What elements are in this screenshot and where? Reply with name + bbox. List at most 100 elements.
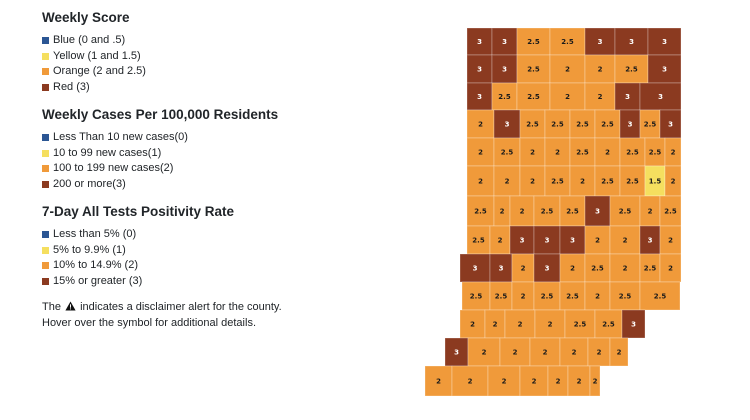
county-shape[interactable] (559, 253, 586, 283)
county-score-label: 2 (580, 178, 585, 186)
county-shape[interactable] (487, 365, 521, 397)
county-score-label: 2.5 (625, 66, 638, 74)
county-score-label: 2.5 (501, 149, 514, 157)
county-score-label: 3 (595, 208, 600, 216)
county-shape[interactable] (509, 225, 535, 255)
county-score-label: 2 (668, 237, 673, 245)
legend-section-weekly-cases: Weekly Cases Per 100,000 Residents Less … (42, 107, 342, 192)
county-shape[interactable] (466, 165, 495, 197)
county-shape[interactable] (594, 165, 621, 197)
warning-triangle-icon (65, 301, 76, 311)
legend-swatch (42, 180, 49, 188)
county-shape[interactable] (639, 281, 681, 311)
county-shape[interactable] (544, 165, 571, 197)
county-shape[interactable] (609, 337, 629, 367)
county-shape[interactable] (614, 82, 641, 111)
county-score-label: 2.5 (601, 121, 614, 129)
county-shape[interactable] (533, 195, 561, 227)
county-score-label: 2.5 (576, 121, 589, 129)
county-shape[interactable] (491, 82, 518, 111)
county-shape[interactable] (564, 309, 596, 339)
county-shape[interactable] (647, 27, 682, 56)
county-shape[interactable] (549, 82, 586, 111)
legend-title-positivity: 7-Day All Tests Positivity Rate (42, 204, 235, 219)
legend-swatch (42, 37, 49, 45)
county-score-label: 2 (617, 349, 622, 357)
county-score-label: 3 (668, 121, 673, 129)
county-shape[interactable] (569, 109, 596, 139)
legend-label: Less than 5% (0) (53, 228, 137, 240)
county-score-label: 2 (598, 93, 603, 101)
county-shape[interactable] (621, 309, 646, 339)
county-score-label: 2 (468, 378, 473, 386)
county-score-label: 2 (500, 208, 505, 216)
county-shape[interactable] (466, 195, 495, 227)
county-shape[interactable] (459, 309, 486, 339)
county-label-layer: 3 3 2.5 2.5 3 3 3 3 3 2.5 2 2 2.5 3 3 2.5 2.5 2 2 3 3 2 3 2.5 2.… (436, 38, 677, 386)
county-score-label: 2.5 (576, 149, 589, 157)
county-score-label: 2 (668, 265, 673, 273)
county-shape[interactable] (584, 82, 616, 111)
county-shape[interactable] (424, 365, 453, 397)
county-shape[interactable] (584, 195, 611, 227)
county-shape[interactable] (516, 27, 551, 56)
county-score-label: 2 (530, 149, 535, 157)
county-shape[interactable] (533, 253, 561, 283)
legend-item: 10% to 14.9% (2) (42, 258, 342, 274)
legend-label: Less Than 10 new cases(0) (53, 131, 188, 143)
county-shape[interactable] (491, 27, 518, 56)
county-shape[interactable] (519, 109, 546, 139)
county-shape[interactable] (466, 27, 493, 56)
county-shape[interactable] (584, 27, 616, 56)
county-shape[interactable] (466, 109, 495, 139)
county-shape[interactable] (569, 165, 596, 197)
county-score-label: 2.5 (626, 178, 639, 186)
county-score-label: 2 (565, 93, 570, 101)
county-shape[interactable] (584, 225, 611, 255)
county-shape[interactable] (614, 27, 649, 56)
county-score-label: 2.5 (541, 208, 554, 216)
legend-swatch (42, 149, 49, 157)
county-score-label: 2 (493, 321, 498, 329)
county-shape[interactable] (493, 137, 521, 167)
legend-label: 5% to 9.9% (1) (53, 243, 126, 256)
county-shape[interactable] (461, 281, 491, 311)
county-score-label: 3 (473, 265, 478, 273)
legend-label: 15% or greater (3) (53, 274, 143, 287)
county-shape[interactable] (584, 281, 611, 311)
county-shape[interactable] (639, 82, 682, 111)
county-shape[interactable] (519, 137, 546, 167)
county-shape[interactable] (544, 137, 571, 167)
county-score-label: 3 (477, 66, 482, 74)
county-shape[interactable] (594, 309, 623, 339)
county-shape[interactable] (619, 137, 646, 167)
legend-item: Less than 5% (0) (42, 227, 342, 243)
county-shape[interactable] (609, 195, 641, 227)
county-shape[interactable] (589, 365, 601, 397)
county-score-label: 3 (502, 38, 507, 46)
legend-swatch (42, 134, 49, 142)
county-score-label: 3 (454, 349, 459, 357)
county-score-label: 2 (513, 349, 518, 357)
county-score-label: 2 (648, 208, 653, 216)
county-score-label: 3 (598, 38, 603, 46)
legend-item: 5% to 9.9% (1) (42, 243, 342, 259)
county-score-label: 2 (532, 378, 537, 386)
legend-label: Blue (0 and .5) (53, 34, 126, 46)
county-shape[interactable] (559, 337, 589, 367)
county-score-label: 3 (658, 93, 663, 101)
county-shape[interactable] (619, 165, 646, 197)
county-shape[interactable] (533, 225, 561, 255)
county-score-label: 2 (577, 378, 582, 386)
county-score-label: 2.5 (561, 38, 574, 46)
legend-swatch (42, 68, 49, 76)
note-text-before: The (42, 301, 61, 313)
legend-swatch (42, 231, 49, 239)
county-score-label: 3 (505, 121, 510, 129)
county-shape[interactable] (519, 165, 546, 197)
legend-title-weekly-score: Weekly Score (42, 10, 130, 25)
county-shape[interactable] (549, 54, 586, 84)
county-shape[interactable] (516, 54, 551, 84)
county-score-label: 2 (623, 237, 628, 245)
